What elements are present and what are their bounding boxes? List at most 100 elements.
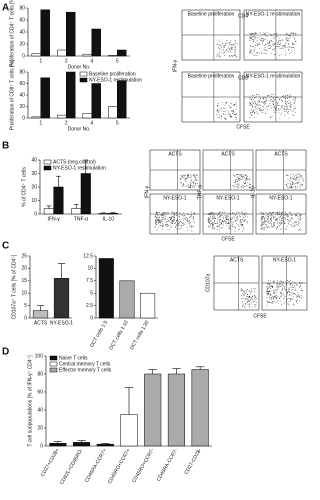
dot xyxy=(271,212,273,214)
y-tick-label: 5 xyxy=(24,303,27,309)
dot xyxy=(274,33,276,35)
dot xyxy=(276,289,278,290)
dot xyxy=(231,103,233,105)
dot xyxy=(302,184,303,186)
dot xyxy=(259,103,261,105)
dot xyxy=(224,221,226,223)
dot xyxy=(267,39,268,41)
dot xyxy=(232,56,233,57)
dot xyxy=(279,222,280,224)
dot xyxy=(214,213,216,215)
dot xyxy=(295,225,296,227)
dot xyxy=(247,300,249,301)
dot xyxy=(236,174,238,175)
dot xyxy=(226,42,228,44)
dot xyxy=(297,296,299,298)
dot xyxy=(217,39,219,41)
dot xyxy=(262,37,264,39)
dot xyxy=(269,301,271,303)
dot xyxy=(237,224,239,226)
dot xyxy=(298,296,300,297)
dot xyxy=(249,179,251,180)
dot xyxy=(260,97,262,99)
dot xyxy=(244,290,246,291)
dot xyxy=(210,220,212,222)
dot xyxy=(286,215,288,217)
dot xyxy=(261,221,262,223)
dot xyxy=(286,97,288,99)
bar xyxy=(91,83,101,119)
dot xyxy=(221,43,223,45)
dot xyxy=(282,217,284,219)
dot xyxy=(286,32,288,34)
dot xyxy=(292,177,294,179)
dot xyxy=(257,105,259,107)
dot xyxy=(188,217,190,219)
dot xyxy=(162,225,164,227)
dot xyxy=(215,218,216,219)
dot xyxy=(217,214,219,215)
dot xyxy=(287,113,289,114)
dot xyxy=(294,96,296,98)
dot xyxy=(176,224,178,225)
dot xyxy=(281,294,282,296)
dot xyxy=(259,36,261,38)
dot xyxy=(279,118,281,120)
dot xyxy=(295,178,297,180)
dot xyxy=(261,227,263,228)
x-tick-label: DCT cells 1:20 xyxy=(129,319,151,351)
dot xyxy=(173,214,175,216)
dot xyxy=(268,212,270,214)
dot xyxy=(287,45,289,47)
dot xyxy=(297,292,299,294)
dot xyxy=(290,37,292,39)
dot xyxy=(219,51,220,53)
dot xyxy=(269,42,270,44)
dot xyxy=(293,33,294,35)
dot xyxy=(244,183,246,184)
dot xyxy=(267,289,268,290)
dot xyxy=(294,41,296,43)
dot xyxy=(264,221,266,223)
dot xyxy=(254,300,256,302)
dot xyxy=(272,296,274,298)
dot xyxy=(192,185,194,187)
dot xyxy=(286,175,287,176)
dot xyxy=(232,113,233,114)
dot xyxy=(282,39,284,41)
bar xyxy=(82,113,92,119)
dot xyxy=(225,118,227,120)
dot xyxy=(223,46,224,48)
dot xyxy=(277,214,278,216)
dot xyxy=(236,56,238,58)
bar xyxy=(53,186,64,215)
dot xyxy=(207,221,209,223)
dot xyxy=(188,185,190,187)
dot xyxy=(158,216,160,218)
dot xyxy=(181,214,183,216)
bar xyxy=(191,369,209,447)
dot xyxy=(287,292,288,293)
dot xyxy=(244,215,246,217)
dot xyxy=(264,97,266,99)
dot xyxy=(225,103,227,105)
dot xyxy=(277,218,279,219)
dot xyxy=(164,218,166,220)
dot xyxy=(273,216,274,218)
flow-plot-title: NY-ESO-1 xyxy=(216,195,239,201)
dot xyxy=(216,223,218,225)
dot xyxy=(291,298,293,300)
dot xyxy=(242,297,244,299)
dot xyxy=(284,45,286,47)
dot xyxy=(251,38,252,40)
dot xyxy=(235,227,237,229)
dot xyxy=(176,215,177,216)
dot xyxy=(278,286,280,287)
dot xyxy=(292,289,294,290)
dot xyxy=(290,181,292,183)
y-axis-title: IL-10 xyxy=(250,186,256,198)
panel-label: B xyxy=(2,141,9,152)
dot xyxy=(185,185,187,187)
dot xyxy=(253,40,255,42)
dot xyxy=(251,53,253,54)
